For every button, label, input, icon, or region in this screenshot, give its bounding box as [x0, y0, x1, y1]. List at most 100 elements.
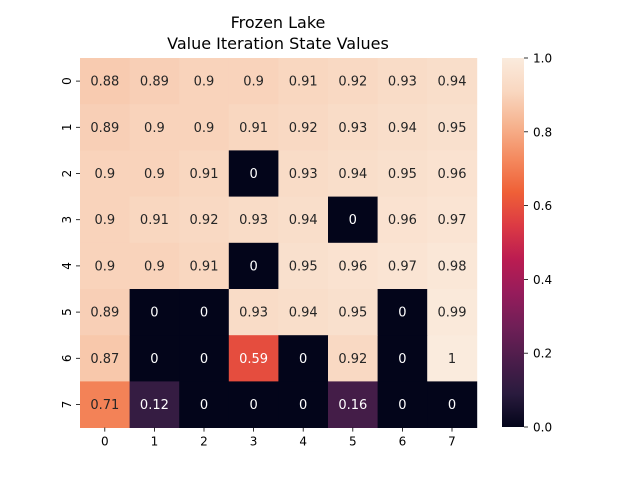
heatmap-cell — [80, 289, 130, 336]
heatmap-cell — [427, 58, 478, 105]
heatmap-cell-label: 0.87 — [90, 352, 119, 367]
heatmap-cell-label: 0.93 — [239, 213, 268, 228]
y-tick-label: 3 — [60, 216, 74, 224]
heatmap-cell-label: 0 — [200, 398, 208, 413]
heatmap-cell-label: 0.9 — [94, 259, 115, 274]
heatmap-cell-label: 0.9 — [144, 259, 165, 274]
heatmap-cell-label: 0.91 — [239, 121, 268, 136]
heatmap-cell — [228, 289, 279, 336]
heatmap-cell — [228, 242, 279, 290]
heatmap-cell — [129, 58, 180, 105]
heatmap-cell-label: 0 — [200, 306, 208, 321]
heatmap-cell — [377, 58, 428, 105]
heatmap-cell-label: 0.96 — [338, 259, 367, 274]
heatmap-cell — [427, 242, 478, 290]
heatmap-cell-label: 0 — [299, 398, 307, 413]
heatmap-cell-label: 0 — [200, 352, 208, 367]
heatmap-cell-label: 0.12 — [140, 398, 169, 413]
colorbar-tick-label: 0.4 — [533, 273, 552, 287]
heatmap-cell-label: 0.9 — [194, 75, 215, 90]
x-tick-label: 3 — [250, 435, 258, 449]
heatmap-cell — [129, 242, 180, 290]
heatmap-cell — [228, 196, 279, 244]
heatmap-cell — [228, 381, 279, 428]
heatmap-cell — [80, 381, 130, 428]
heatmap-cell-label: 0 — [249, 259, 257, 274]
heatmap-cell-label: 0.59 — [239, 352, 268, 367]
heatmap-cell — [179, 58, 230, 105]
heatmap-cell-label: 0 — [398, 398, 406, 413]
heatmap-cell-label: 0.93 — [338, 121, 367, 136]
x-tick-label: 4 — [299, 435, 307, 449]
heatmap-cell-label: 0.95 — [388, 167, 417, 182]
heatmap-cell-label: 0.9 — [144, 167, 165, 182]
heatmap-cell — [179, 196, 230, 244]
heatmap-cell-label: 0.93 — [289, 167, 318, 182]
heatmap-cell-label: 0.88 — [90, 75, 119, 90]
heatmap-cell — [278, 150, 329, 197]
colorbar — [502, 58, 524, 427]
heatmap-cell-label: 0.93 — [239, 306, 268, 321]
colorbar-tick-label: 1.0 — [533, 52, 552, 66]
heatmap-cell — [377, 242, 428, 290]
colorbar-tick-label: 0.6 — [533, 199, 552, 213]
heatmap-cell — [377, 196, 428, 244]
x-tick-label: 1 — [151, 435, 159, 449]
heatmap-cell — [179, 381, 230, 428]
heatmap-cell — [129, 150, 180, 197]
heatmap-cell-label: 0.95 — [438, 121, 467, 136]
colorbar-tick-label: 0.2 — [533, 347, 552, 361]
heatmap-cell — [278, 104, 329, 151]
heatmap-cell — [228, 58, 279, 105]
heatmap-cell-label: 0.92 — [190, 213, 219, 228]
heatmap-cell-label: 0.99 — [438, 306, 467, 321]
heatmap-cell-label: 0.16 — [338, 398, 367, 413]
heatmap-cell — [328, 104, 378, 151]
heatmap-cell-label: 0.89 — [140, 75, 169, 90]
heatmap-cell-label: 0.97 — [388, 259, 417, 274]
x-tick-label: 6 — [399, 435, 407, 449]
heatmap-cell-label: 1 — [448, 352, 456, 367]
heatmap-cell — [129, 196, 180, 244]
heatmap-cell — [80, 335, 130, 382]
heatmap-cell-label: 0 — [349, 213, 357, 228]
heatmap-cell-label: 0.91 — [140, 213, 169, 228]
heatmap-cell — [377, 381, 428, 428]
heatmap-cell-label: 0.91 — [190, 167, 219, 182]
heatmap-cell — [328, 335, 378, 382]
heatmap-cell-label: 0.9 — [194, 121, 215, 136]
heatmap-cell — [129, 104, 180, 151]
heatmap-cell-label: 0 — [299, 352, 307, 367]
heatmap-cell — [278, 196, 329, 244]
heatmap-cell — [80, 150, 130, 197]
heatmap-cell-label: 0.95 — [289, 259, 318, 274]
heatmap-cell-label: 0.71 — [90, 398, 119, 413]
x-tick-label: 2 — [200, 435, 208, 449]
heatmap-cell — [80, 58, 130, 105]
y-tick-label: 5 — [60, 308, 74, 316]
heatmap-cell — [80, 104, 130, 151]
heatmap-cell — [377, 150, 428, 197]
heatmap-cell-label: 0.93 — [388, 75, 417, 90]
heatmap-cell — [80, 196, 130, 244]
y-tick-label: 0 — [60, 77, 74, 85]
heatmap-cell — [179, 335, 230, 382]
heatmap-cell — [228, 104, 279, 151]
heatmap-cell-labels: 0.88 0.89 0.9 0.9 0.91 0.92 0.93 0.940.89 0.9 0.9… — [90, 75, 466, 413]
heatmap-cell-label: 0.9 — [94, 167, 115, 182]
colorbar-axis: 0.0 0.2 0.4 0.6 0.8 1.0 — [524, 52, 552, 435]
heatmap-cell — [427, 196, 478, 244]
x-tick-label: 0 — [101, 435, 109, 449]
heatmap-cell-label: 0.92 — [338, 75, 367, 90]
heatmap-cell — [427, 289, 478, 336]
y-tick-label: 6 — [60, 354, 74, 362]
y-tick-label: 7 — [60, 401, 74, 409]
heatmap-cell-label: 0.98 — [438, 259, 467, 274]
heatmap-cell — [80, 242, 130, 290]
heatmap-cell-label: 0 — [398, 352, 406, 367]
y-axis: 0 1 2 3 4 5 6 7 — [60, 77, 80, 408]
heatmap-cell — [179, 242, 230, 290]
heatmap-cell — [278, 381, 329, 428]
heatmap-cell-label: 0.91 — [190, 259, 219, 274]
